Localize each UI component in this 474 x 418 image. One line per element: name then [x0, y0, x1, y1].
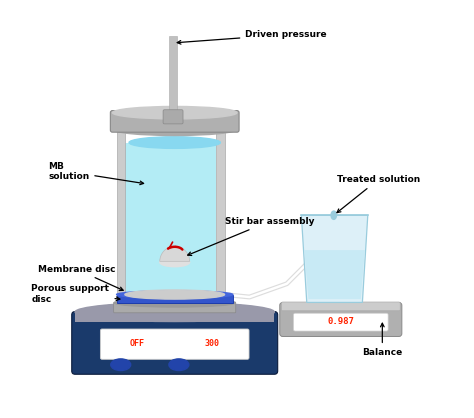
- Ellipse shape: [331, 211, 337, 219]
- FancyBboxPatch shape: [110, 111, 239, 132]
- Text: Balance: Balance: [362, 323, 402, 357]
- Text: Driven pressure: Driven pressure: [177, 30, 327, 44]
- Ellipse shape: [117, 291, 233, 298]
- FancyBboxPatch shape: [293, 313, 388, 331]
- FancyBboxPatch shape: [280, 303, 402, 336]
- FancyBboxPatch shape: [117, 295, 233, 303]
- Text: Treated solution: Treated solution: [337, 175, 420, 213]
- FancyBboxPatch shape: [114, 302, 236, 313]
- Text: Stir bar assembly: Stir bar assembly: [188, 217, 314, 255]
- Ellipse shape: [169, 359, 189, 370]
- Text: Porous support
disc: Porous support disc: [31, 284, 120, 304]
- Wedge shape: [160, 246, 190, 261]
- FancyBboxPatch shape: [125, 143, 216, 296]
- Polygon shape: [304, 250, 365, 299]
- FancyBboxPatch shape: [100, 329, 249, 359]
- FancyBboxPatch shape: [163, 110, 183, 124]
- Ellipse shape: [112, 107, 237, 119]
- Ellipse shape: [75, 303, 274, 324]
- Text: OFF: OFF: [130, 339, 145, 348]
- Text: Membrane disc: Membrane disc: [38, 265, 123, 291]
- FancyBboxPatch shape: [72, 311, 278, 374]
- FancyBboxPatch shape: [216, 126, 225, 296]
- Text: MB
solution: MB solution: [48, 162, 144, 185]
- Ellipse shape: [115, 299, 235, 307]
- Ellipse shape: [111, 359, 131, 370]
- Polygon shape: [301, 215, 368, 303]
- FancyBboxPatch shape: [282, 302, 400, 311]
- Text: 0.987: 0.987: [328, 317, 354, 326]
- FancyBboxPatch shape: [117, 126, 125, 296]
- Text: 300: 300: [205, 339, 219, 348]
- Ellipse shape: [160, 257, 190, 267]
- FancyBboxPatch shape: [75, 313, 274, 322]
- Ellipse shape: [125, 290, 225, 299]
- Ellipse shape: [112, 123, 237, 135]
- FancyBboxPatch shape: [169, 36, 177, 113]
- Ellipse shape: [75, 303, 274, 321]
- Ellipse shape: [129, 137, 220, 148]
